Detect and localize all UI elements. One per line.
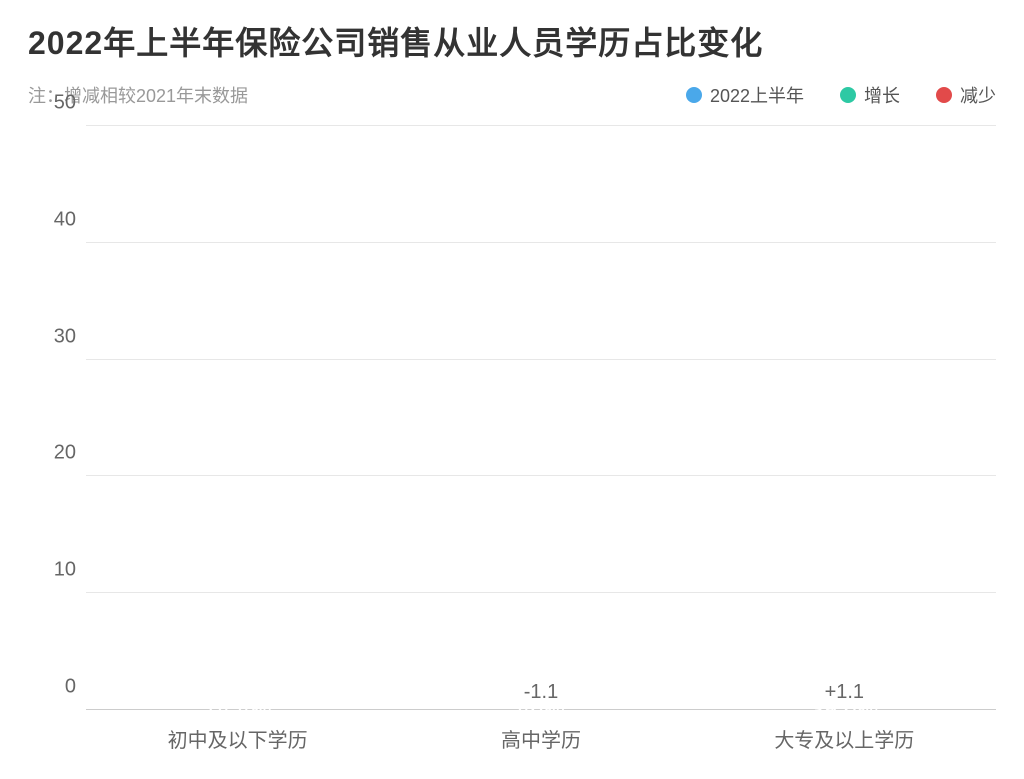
y-tick-label: 0 — [65, 676, 76, 699]
legend-swatch — [936, 87, 952, 103]
bar-slot: 14.4% — [86, 126, 389, 710]
y-tick-label: 50 — [54, 92, 76, 115]
x-axis: 初中及以下学历高中学历大专及以上学历 — [86, 710, 996, 756]
x-tick-label: 大专及以上学历 — [693, 710, 996, 756]
chart-legend: 2022上半年 增长 减少 — [686, 82, 996, 108]
bar-slot: 39.6%+1.1 — [693, 126, 996, 710]
chart-subheader: 注：增减相较2021年末数据 2022上半年增长减少 — [28, 82, 996, 108]
x-tick-label: 初中及以下学历 — [86, 710, 389, 756]
chart-container: 2022年上半年保险公司销售从业人员学历占比变化 注：增减相较2021年末数据 … — [0, 0, 1024, 779]
bar-delta-label: -1.1 — [447, 681, 635, 704]
y-tick-label: 10 — [54, 559, 76, 582]
legend-label: 增长 — [864, 82, 900, 108]
bar-delta-label: +1.1 — [750, 681, 938, 704]
y-tick-label: 30 — [54, 325, 76, 348]
y-axis: 01020304050 — [28, 126, 86, 710]
legend-item: 减少 — [936, 82, 996, 108]
plot-area: 01020304050 14.4%46%-1.139.6%+1.1 初中及以下学… — [28, 126, 996, 756]
chart-title: 2022年上半年保险公司销售从业人员学历占比变化 — [28, 18, 996, 64]
legend-item: 增长 — [840, 82, 900, 108]
legend-swatch — [840, 87, 856, 103]
y-tick-label: 20 — [54, 442, 76, 465]
bars-area: 14.4%46%-1.139.6%+1.1 — [86, 126, 996, 710]
legend-swatch — [686, 87, 702, 103]
legend-label: 2022上半年 — [710, 82, 804, 108]
bar-slot: 46%-1.1 — [389, 126, 692, 710]
x-tick-label: 高中学历 — [389, 710, 692, 756]
legend-label: 减少 — [960, 82, 996, 108]
y-tick-label: 40 — [54, 208, 76, 231]
legend-item: 2022上半年 — [686, 82, 804, 108]
